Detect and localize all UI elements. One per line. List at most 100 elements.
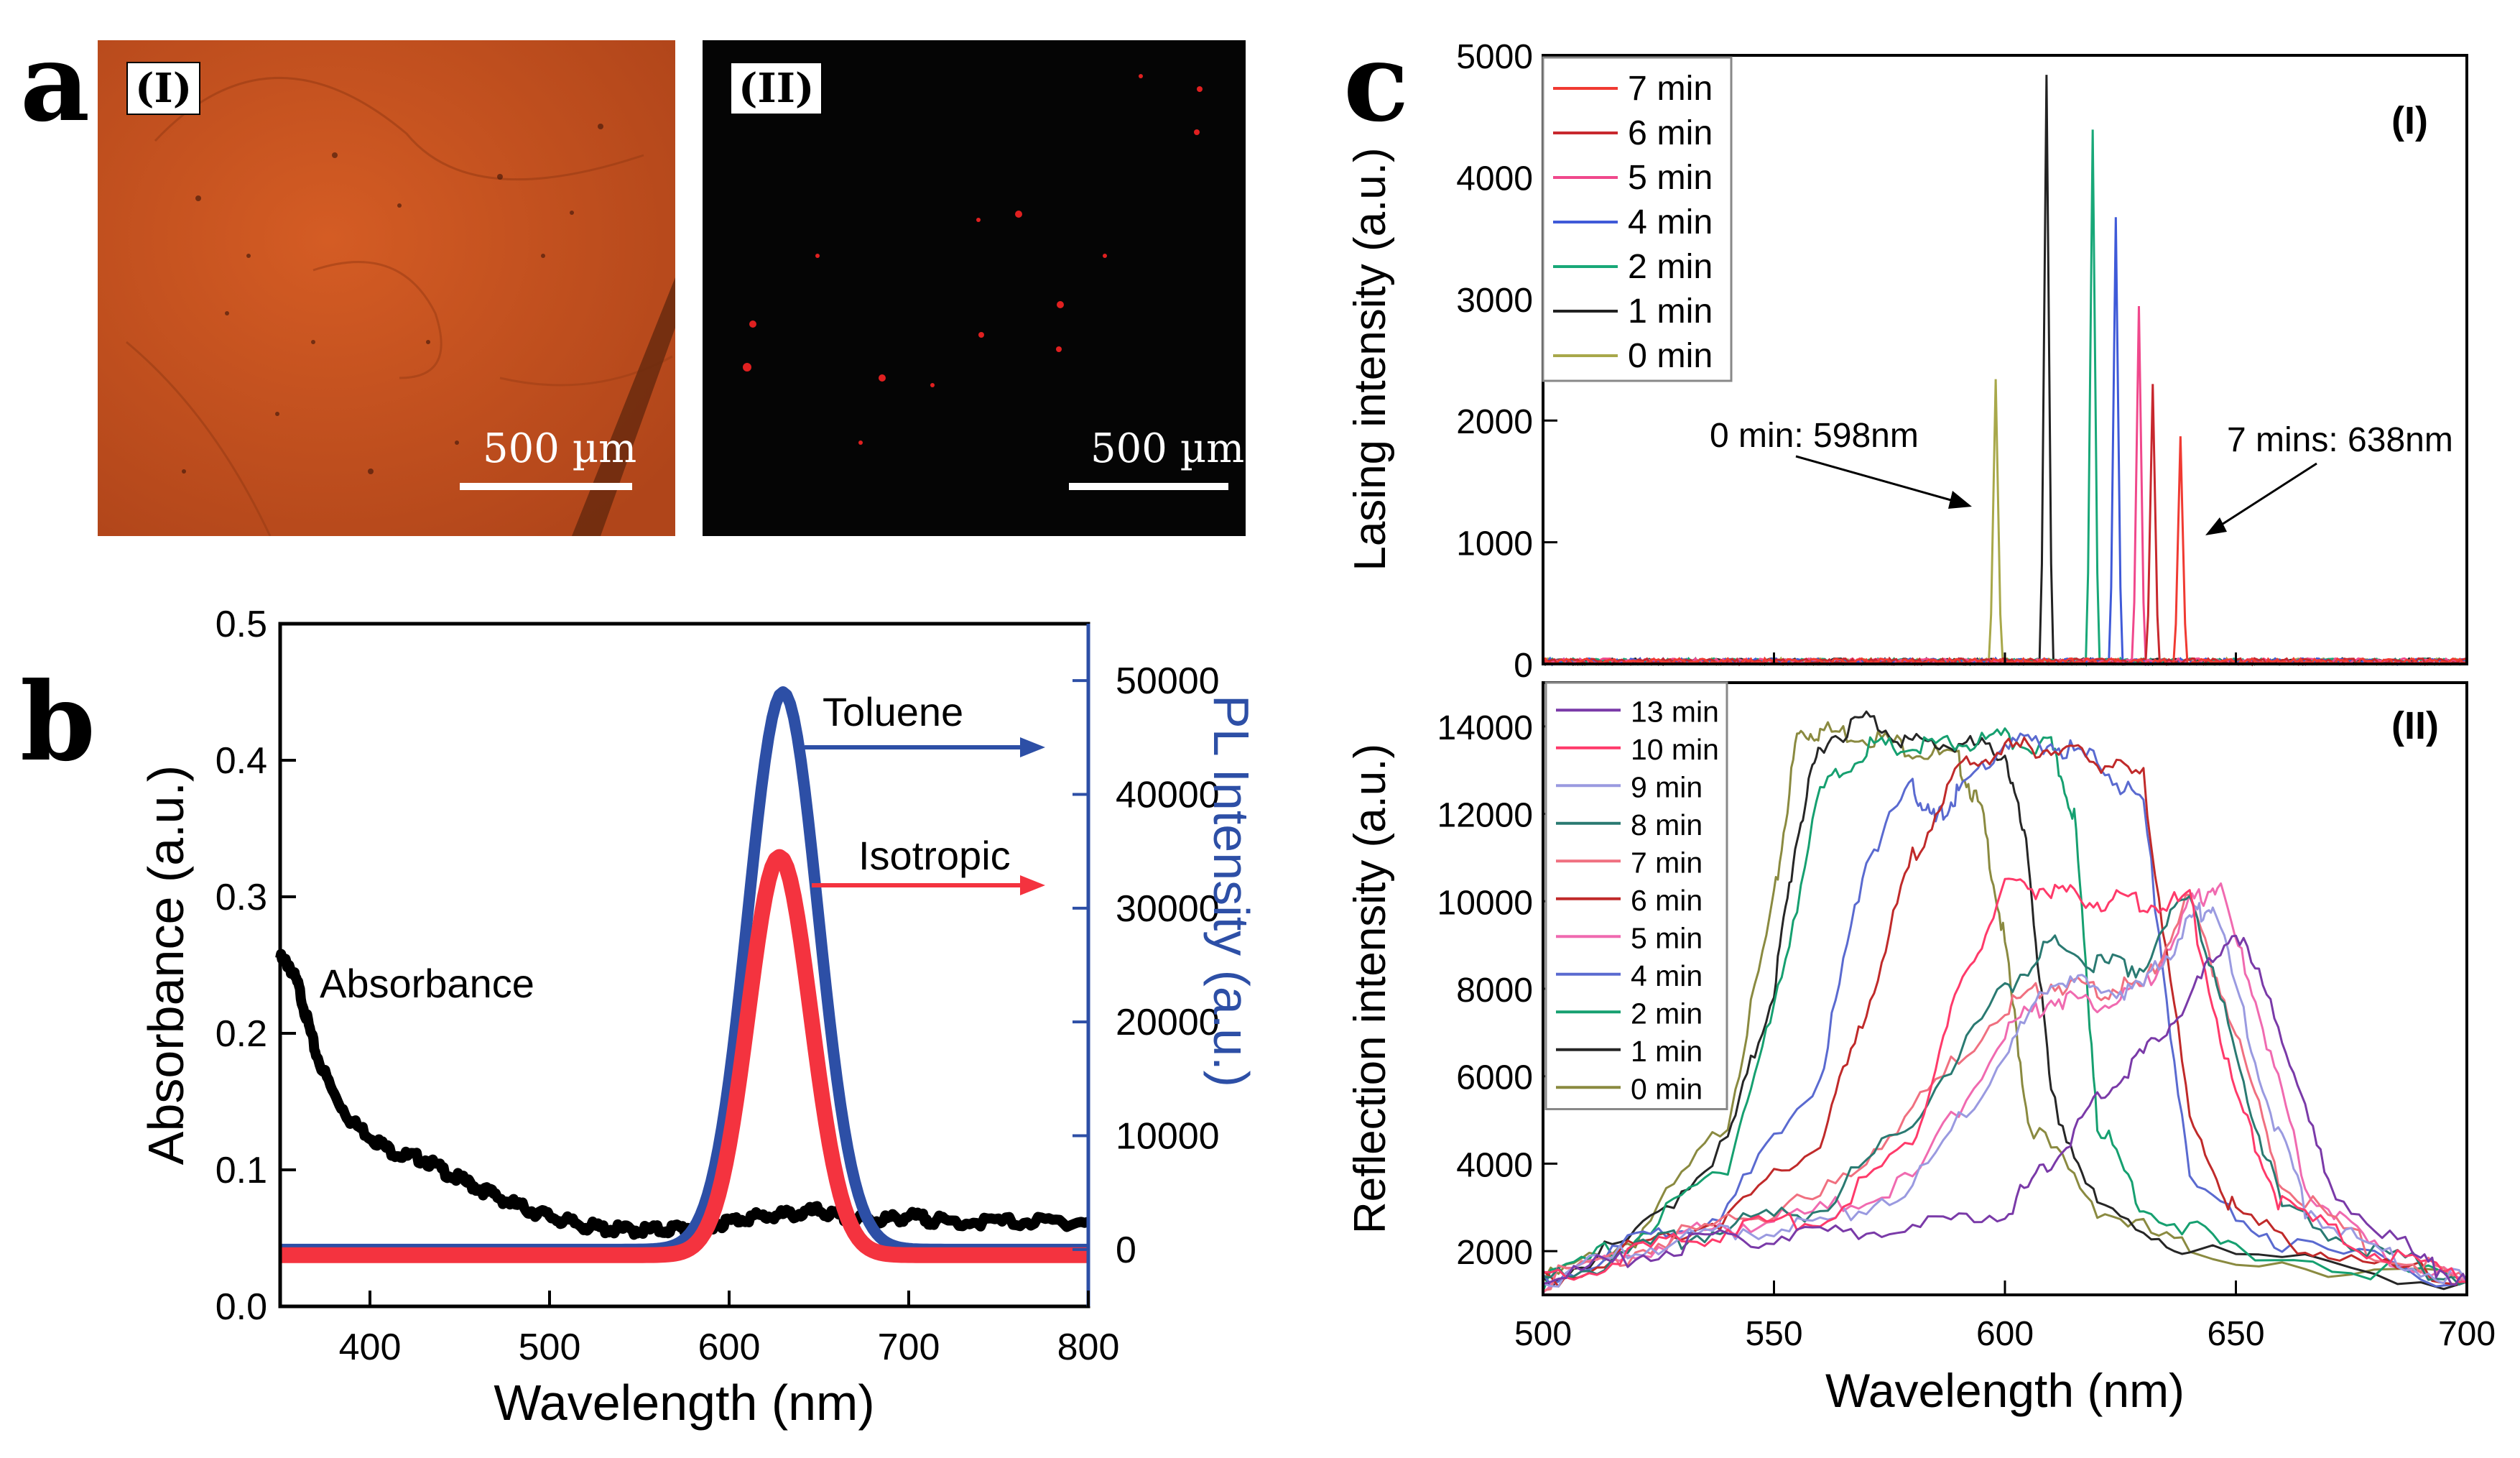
reflection-series-1-min bbox=[1542, 710, 2468, 1291]
x-tick-label: 650 bbox=[2207, 1315, 2264, 1353]
y-left-axis-label: Absorbance (a.u.) bbox=[138, 765, 194, 1165]
y-right-axis-label: PL Intensity (a.u.) bbox=[1203, 695, 1259, 1087]
y-tick-label: 0 bbox=[1514, 647, 1533, 685]
isotropic-arrowhead bbox=[1020, 875, 1045, 895]
reflection-series-0-min bbox=[1542, 721, 2468, 1283]
y-tick-label: 2000 bbox=[1456, 403, 1533, 441]
annotation-arrowhead-7min bbox=[2205, 517, 2227, 535]
x-tick-label: 700 bbox=[878, 1326, 940, 1368]
legend-entry: 8 min bbox=[1631, 808, 1703, 841]
y-left-tick-label: 0.5 bbox=[216, 604, 267, 645]
legend-entry: 6 min bbox=[1631, 884, 1703, 917]
annotation-arrowhead-0min bbox=[1948, 491, 1972, 509]
reflection-series-9-min bbox=[1542, 902, 2468, 1288]
scale-bar-text: 500 µm bbox=[1090, 425, 1245, 472]
annotation-arrow-7min bbox=[2215, 462, 2317, 530]
legend-lasing: 7 min 6 min 5 min 4 min 2 min 1 min 0 min bbox=[1542, 56, 1733, 382]
x-axis-label: Wavelength (nm) bbox=[1825, 1364, 2185, 1417]
reflection-curve bbox=[1542, 882, 2468, 1294]
reflection-curve bbox=[1542, 721, 2468, 1283]
legend-entry: 13 min bbox=[1631, 695, 1719, 728]
y-left-tick-label: 0.0 bbox=[216, 1286, 267, 1328]
reflection-series-2-min bbox=[1542, 727, 2468, 1292]
y-tick-label: 14000 bbox=[1437, 709, 1533, 747]
x-tick-label: 600 bbox=[1976, 1315, 2034, 1353]
annotation-toluene: Toluene bbox=[823, 689, 963, 734]
toluene-arrowhead bbox=[1020, 737, 1045, 757]
y-tick-label: 6000 bbox=[1456, 1059, 1533, 1097]
panel-letter-c: c bbox=[1343, 19, 1409, 146]
y-right-tick-label: 10000 bbox=[1116, 1116, 1220, 1158]
micrograph-bright-field: (I) 500 µm bbox=[98, 40, 675, 536]
x-tick-label: 500 bbox=[1514, 1315, 1572, 1353]
legend-box bbox=[1544, 681, 1728, 1110]
y-left-tick-label: 0.3 bbox=[216, 877, 267, 918]
lasing-series-7-min bbox=[1542, 436, 2468, 666]
reflection-series-6-min bbox=[1542, 737, 2468, 1288]
subpanel-label-I: (I) bbox=[2391, 99, 2428, 142]
annotation-0min: 0 min: 598nm bbox=[1710, 417, 1919, 455]
legend-entry: 9 min bbox=[1631, 770, 1703, 803]
y-tick-label: 8000 bbox=[1456, 972, 1533, 1010]
legend-box bbox=[1542, 56, 1733, 382]
reflection-curve bbox=[1542, 893, 2468, 1292]
reflection-series-4-min bbox=[1542, 732, 2468, 1288]
pl-curve-isotropic bbox=[276, 849, 1093, 1263]
legend-entry: 0 min bbox=[1631, 1072, 1703, 1105]
annotation-7min: 7 mins: 638nm bbox=[2227, 421, 2453, 459]
reflection-curve bbox=[1542, 895, 2468, 1286]
y-tick-label: 5000 bbox=[1456, 38, 1533, 76]
panel-letter-b: b bbox=[20, 659, 96, 785]
reflection-curve bbox=[1542, 877, 2468, 1283]
annotation-isotropic: Isotropic bbox=[858, 833, 1011, 878]
reflection-series-13-min bbox=[1542, 934, 2468, 1286]
subpanel-label-II: (II) bbox=[2391, 704, 2439, 747]
x-tick-label: 400 bbox=[339, 1326, 402, 1368]
micrograph-fluorescence: (II) 500 µm bbox=[703, 40, 1246, 536]
annotation-arrow-0min bbox=[1795, 455, 1962, 504]
y-tick-label: 10000 bbox=[1437, 884, 1533, 922]
x-tick-label: 700 bbox=[2438, 1315, 2496, 1353]
y-right-tick-label: 30000 bbox=[1116, 888, 1220, 930]
y-tick-label: 12000 bbox=[1437, 797, 1533, 835]
reflection-curve bbox=[1542, 737, 2468, 1288]
y-axis-label-reflection: Reflection intensity (a.u.) bbox=[1345, 744, 1395, 1234]
legend-reflection: 13 min 10 min 9 min 8 min 7 min 6 min 5 min 4 m… bbox=[1544, 681, 1728, 1110]
legend-entry: 2 min bbox=[1628, 247, 1713, 286]
y-left-tick-label: 0.4 bbox=[216, 740, 267, 782]
y-right-tick-label: 0 bbox=[1116, 1229, 1136, 1271]
reflection-curve bbox=[1542, 902, 2468, 1288]
legend-entry: 5 min bbox=[1628, 158, 1713, 197]
series-absorbance bbox=[275, 949, 1090, 1240]
y-tick-label: 4000 bbox=[1456, 160, 1533, 198]
bright-field-texture bbox=[98, 40, 675, 536]
legend-entry: 7 min bbox=[1631, 846, 1703, 879]
micrograph-label-II: (II) bbox=[730, 62, 823, 115]
legend-entry: 1 min bbox=[1628, 292, 1713, 331]
scale-bar bbox=[460, 483, 632, 490]
scale-bar-text: 500 µm bbox=[483, 425, 637, 472]
series-isotropic bbox=[276, 849, 1093, 1263]
annotation-absorbance: Absorbance bbox=[320, 961, 534, 1006]
x-tick-label: 500 bbox=[519, 1326, 581, 1368]
legend-entry: 4 min bbox=[1631, 959, 1703, 992]
micrograph-label-I: (I) bbox=[126, 62, 201, 115]
lasing-peak bbox=[1542, 436, 2468, 666]
reflection-series-5-min bbox=[1542, 882, 2468, 1294]
x-axis-label: Wavelength (nm) bbox=[494, 1375, 874, 1431]
y-tick-label: 1000 bbox=[1456, 525, 1533, 563]
legend-entry: 6 min bbox=[1628, 114, 1713, 152]
x-tick-label: 550 bbox=[1745, 1315, 1802, 1353]
y-right-tick-label: 40000 bbox=[1116, 775, 1220, 816]
reflection-series-8-min bbox=[1542, 895, 2468, 1286]
legend-entry: 7 min bbox=[1628, 69, 1713, 108]
legend-entry: 4 min bbox=[1628, 203, 1713, 241]
scale-bar bbox=[1069, 483, 1228, 490]
y-tick-label: 4000 bbox=[1456, 1146, 1533, 1184]
y-left-tick-label: 0.2 bbox=[216, 1013, 267, 1055]
legend-entry: 2 min bbox=[1631, 997, 1703, 1030]
y-tick-label: 3000 bbox=[1456, 282, 1533, 320]
legend-entry: 0 min bbox=[1628, 336, 1713, 375]
legend-entry: 1 min bbox=[1631, 1035, 1703, 1068]
